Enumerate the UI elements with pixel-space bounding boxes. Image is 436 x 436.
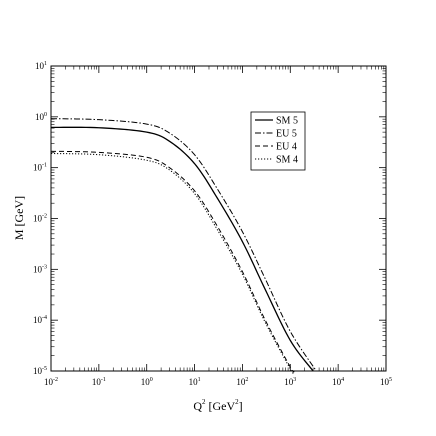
y-tick-label-base: 10 xyxy=(33,163,43,173)
tick-labels: 10-2 10-1 100 101 102 103 104 10510-510-410-310… xyxy=(33,61,392,387)
x-tick-label: 104 xyxy=(332,377,344,387)
x-axis-label-unit-sup: 2 xyxy=(235,398,239,406)
y-tick-label-exp: -2 xyxy=(42,214,47,220)
x-tick-label-base: 10 xyxy=(284,377,294,387)
plot-frame xyxy=(50,65,387,372)
x-axis-label-unit: [GeV xyxy=(209,399,236,413)
x-tick-label-exp: 0 xyxy=(150,377,153,383)
legend: SM 5 EU 5 EU 4 SM 4 xyxy=(250,111,306,171)
x-axis-label: Q2 [GeV2] xyxy=(193,398,242,413)
x-axis-label-sup: 2 xyxy=(202,398,206,406)
x-tick-label-exp: 1 xyxy=(198,377,201,383)
x-tick-label-base: 10 xyxy=(141,377,151,387)
y-tick-label-base: 10 xyxy=(35,61,45,71)
x-tick-label: 100 xyxy=(141,377,153,387)
x-tick-label-exp: 5 xyxy=(389,377,392,383)
series-line-eu-4 xyxy=(50,150,295,373)
legend-label: EU 4 xyxy=(276,142,297,153)
y-tick-label-exp: -4 xyxy=(42,315,47,321)
legend-label: SM 5 xyxy=(276,116,298,127)
y-tick-label: 10-4 xyxy=(33,315,47,325)
y-tick-label-base: 10 xyxy=(33,366,43,376)
y-tick-label: 10-5 xyxy=(33,366,47,376)
legend-label: EU 5 xyxy=(276,129,297,140)
y-axis-label: M [GeV] xyxy=(12,196,26,240)
series-line-eu-5 xyxy=(50,118,317,372)
y-tick-label-base: 10 xyxy=(33,315,43,325)
x-tick-label-base: 10 xyxy=(44,377,54,387)
x-tick-label-exp: 3 xyxy=(293,377,296,383)
axis-ticks xyxy=(50,65,387,372)
y-tick-label-base: 10 xyxy=(35,112,45,122)
x-tick-label: 103 xyxy=(284,377,296,387)
y-tick-label: 100 xyxy=(35,112,47,122)
x-tick-label: 102 xyxy=(236,377,248,387)
y-tick-label-base: 10 xyxy=(33,264,43,274)
y-tick-label-exp: -1 xyxy=(42,163,47,169)
x-tick-label: 10-2 xyxy=(44,377,58,387)
series-line-sm-5 xyxy=(51,126,314,372)
x-tick-label: 101 xyxy=(189,377,201,387)
y-tick-label-exp: -5 xyxy=(42,366,47,372)
y-tick-label-exp: -3 xyxy=(42,264,47,270)
series-group xyxy=(50,118,317,374)
x-axis-label-unit-close: ] xyxy=(239,399,243,413)
y-tick-label: 101 xyxy=(35,61,47,71)
y-tick-label: 10-2 xyxy=(33,214,47,224)
y-tick-label-exp: 0 xyxy=(44,112,47,118)
x-tick-label-exp: 4 xyxy=(341,377,344,383)
x-tick-label-base: 10 xyxy=(236,377,246,387)
x-tick-label: 10-1 xyxy=(92,377,106,387)
y-tick-label-base: 10 xyxy=(33,214,43,224)
legend-label: SM 4 xyxy=(276,155,298,166)
x-tick-label-base: 10 xyxy=(92,377,102,387)
y-tick-label: 10-1 xyxy=(33,163,47,173)
x-tick-label-exp: -2 xyxy=(53,377,58,383)
x-tick-label-exp: -1 xyxy=(101,377,106,383)
series-line-sm-4 xyxy=(50,153,294,374)
x-axis-label-main: Q xyxy=(193,399,202,413)
x-tick-label-base: 10 xyxy=(380,377,390,387)
legend-box xyxy=(250,111,306,171)
y-tick-label: 10-3 xyxy=(33,264,47,274)
x-tick-label-exp: 2 xyxy=(245,377,248,383)
x-tick-label: 105 xyxy=(380,377,392,387)
y-tick-label-exp: 1 xyxy=(44,61,47,67)
x-tick-label-base: 10 xyxy=(332,377,342,387)
x-tick-label-base: 10 xyxy=(189,377,199,387)
